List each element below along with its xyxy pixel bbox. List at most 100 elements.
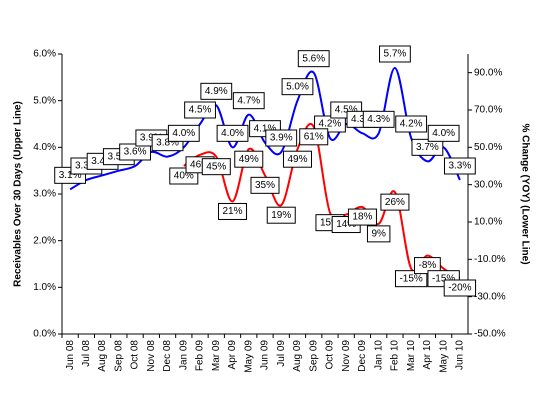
- data-label-text: 4.0%: [432, 128, 455, 139]
- x-tick-label: Nov 08: [146, 340, 157, 372]
- data-label-text: 5.6%: [302, 53, 325, 64]
- data-label: 3.7%: [411, 138, 444, 156]
- data-label-text: 21%: [223, 206, 243, 217]
- data-label-box: [281, 78, 314, 96]
- data-label-box: [314, 115, 346, 133]
- x-tick-label: Apr 09: [227, 340, 238, 370]
- data-label-text: 4.9%: [205, 86, 228, 97]
- data-label-text: -15%: [432, 273, 455, 284]
- y2-tick-label: 90.0%: [474, 67, 502, 78]
- data-label: 19%: [266, 206, 296, 224]
- data-label-box: [297, 50, 330, 68]
- x-tick-label: Aug 09: [292, 340, 303, 372]
- data-label: 18%: [347, 208, 377, 226]
- data-label-text: 4.5%: [335, 105, 358, 116]
- data-label: -20%: [443, 279, 477, 297]
- data-label-text: -20%: [448, 283, 471, 294]
- data-label-text: 3.6%: [124, 147, 147, 158]
- data-label-box: [200, 82, 233, 100]
- data-label-text: 45%: [206, 161, 226, 172]
- data-label: 3.3%: [443, 157, 476, 175]
- series-line: [183, 122, 461, 279]
- y-tick-label: 3.0%: [33, 189, 56, 200]
- x-tick-label: Feb 10: [390, 340, 401, 372]
- data-label: 49%: [282, 150, 312, 168]
- y2-tick-label: 50.0%: [474, 142, 502, 153]
- data-label-text: 4.2%: [319, 119, 342, 130]
- data-label-box: [380, 193, 410, 211]
- x-tick-label: May 09: [243, 340, 254, 373]
- data-label-text: 3.3%: [75, 161, 98, 172]
- data-label-box: [443, 279, 477, 297]
- data-label-box: [427, 124, 460, 142]
- data-label-box: [366, 225, 391, 243]
- data-label-box: [201, 158, 231, 176]
- data-label: 5.7%: [379, 45, 411, 63]
- data-label-text: 3.4%: [91, 156, 114, 167]
- data-label: 3.9%: [265, 129, 298, 147]
- data-label-text: 40%: [174, 171, 194, 182]
- data-label-text: 3.7%: [416, 142, 439, 153]
- data-label-text: 3.9%: [270, 133, 293, 144]
- data-label-box: [234, 150, 264, 168]
- data-label-text: 3.8%: [156, 137, 179, 148]
- y2-tick-label: 30.0%: [474, 179, 502, 190]
- y-tick-label: 2.0%: [33, 235, 56, 246]
- data-label-text: 5.7%: [384, 49, 407, 60]
- x-tick-label: Jan 10: [373, 340, 384, 370]
- data-label-box: [395, 115, 428, 133]
- data-label: 61%: [299, 128, 329, 146]
- data-label-text: 14%: [336, 219, 356, 230]
- data-label-text: 9%: [371, 229, 386, 240]
- data-label-box: [216, 124, 249, 142]
- data-label-box: [414, 257, 441, 275]
- data-label-text: 4.3%: [351, 114, 374, 125]
- data-label-text: 4.0%: [221, 128, 244, 139]
- data-label: 4.0%: [427, 124, 460, 142]
- data-label: 35%: [250, 176, 280, 194]
- x-tick-label: Dec 08: [162, 340, 173, 372]
- data-label: 4.7%: [232, 92, 265, 110]
- data-label-box: [347, 208, 377, 226]
- data-label: -8%: [414, 257, 441, 275]
- data-label-text: 4.1%: [254, 123, 277, 134]
- x-tick-label: Jun 10: [455, 340, 466, 370]
- data-label-box: [282, 150, 312, 168]
- data-label: 49%: [234, 150, 264, 168]
- data-label: 4.2%: [314, 115, 346, 133]
- x-tick-label: Mar 10: [406, 340, 417, 372]
- x-tick-label: Oct 09: [325, 340, 336, 370]
- data-label-box: [443, 157, 476, 175]
- data-label-box: [167, 124, 200, 142]
- x-tick-label: Sep 09: [308, 340, 319, 372]
- data-label-text: 4.7%: [237, 95, 260, 106]
- data-label-text: 3.5%: [107, 151, 130, 162]
- data-label-text: 61%: [304, 131, 324, 142]
- x-tick-label: Nov 09: [341, 340, 352, 372]
- data-label: -15%: [394, 270, 428, 288]
- data-label: 4.2%: [395, 115, 428, 133]
- data-label: 4.0%: [216, 124, 249, 142]
- data-label-text: 3.3%: [448, 161, 471, 172]
- data-label-text: 4.5%: [189, 105, 212, 116]
- x-tick-label: Oct 08: [130, 340, 141, 370]
- data-label-text: 15%: [320, 217, 340, 228]
- y-tick-label: 5.0%: [33, 95, 56, 106]
- data-label-box: [394, 270, 428, 288]
- data-label-text: 46%: [190, 159, 210, 170]
- data-label-text: 5.0%: [286, 81, 309, 92]
- x-tick-label: May 10: [438, 340, 449, 373]
- data-label-text: -8%: [419, 260, 437, 271]
- y-axis-label: Receivables Over 30 Days (Upper Line): [13, 101, 24, 287]
- data-label: 5.6%: [297, 50, 330, 68]
- y2-tick-label: -50.0%: [474, 329, 506, 340]
- x-tick-label: Mar 09: [211, 340, 222, 372]
- data-label-box: [362, 110, 395, 128]
- data-label-text: -15%: [399, 273, 422, 284]
- data-label-text: 35%: [255, 180, 275, 191]
- data-label-text: 26%: [385, 197, 405, 208]
- data-label: 4.9%: [200, 82, 233, 100]
- data-label-text: 49%: [239, 154, 259, 165]
- data-label: 9%: [366, 225, 391, 243]
